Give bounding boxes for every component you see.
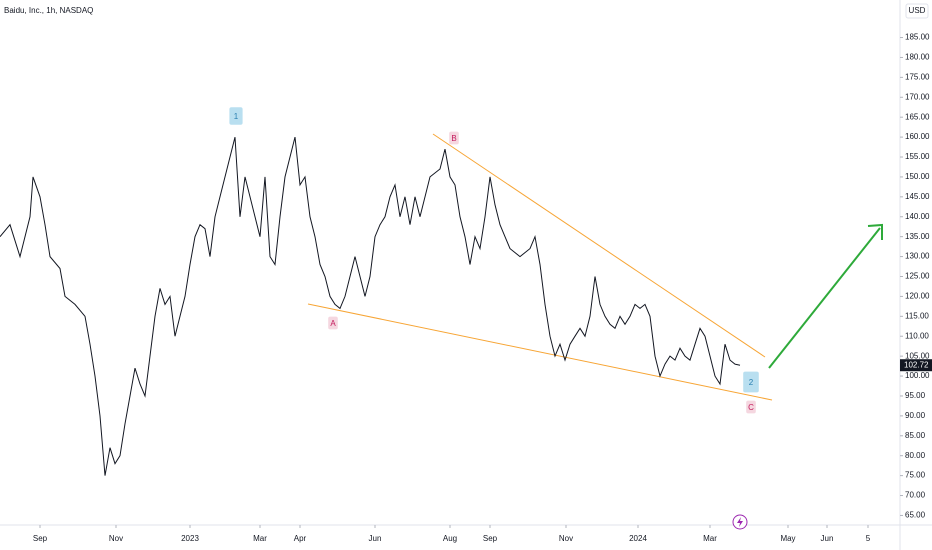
y-tick-label: 65.00 bbox=[905, 511, 926, 520]
x-tick-label: Jun bbox=[821, 534, 834, 543]
y-tick-label: 70.00 bbox=[905, 491, 926, 500]
y-tick-label: 75.00 bbox=[905, 471, 926, 480]
x-tick-label: Nov bbox=[109, 534, 123, 543]
last-price-box bbox=[900, 359, 932, 372]
wave-label: 2 bbox=[749, 378, 754, 387]
x-tick-label: Aug bbox=[443, 534, 457, 543]
x-tick-label: 2024 bbox=[629, 534, 647, 543]
x-tick-label: Mar bbox=[703, 534, 717, 543]
currency: USD bbox=[909, 6, 926, 15]
wave-label-box bbox=[746, 400, 756, 414]
y-tick-label: 160.00 bbox=[905, 132, 930, 141]
y-tick-label: 130.00 bbox=[905, 252, 930, 261]
y-tick-label: 180.00 bbox=[905, 53, 930, 62]
y-tick-label: 145.00 bbox=[905, 192, 930, 201]
chart-title: Baidu, Inc., 1h, NASDAQ bbox=[4, 6, 93, 15]
wave-label-box bbox=[743, 371, 759, 393]
y-tick-label: 135.00 bbox=[905, 232, 930, 241]
x-tick-label: Nov bbox=[559, 534, 573, 543]
x-tick-label: 2023 bbox=[181, 534, 199, 543]
y-tick-label: 165.00 bbox=[905, 112, 930, 121]
wave-label-box bbox=[449, 131, 459, 145]
y-tick-label: 110.00 bbox=[905, 331, 929, 340]
x-tick-label: Apr bbox=[294, 534, 307, 543]
y-tick-label: 170.00 bbox=[905, 92, 930, 101]
y-tick-label: 80.00 bbox=[905, 451, 926, 460]
wave-label: B bbox=[451, 134, 456, 143]
wave-label: C bbox=[748, 403, 754, 412]
x-tick-label: May bbox=[780, 534, 795, 543]
y-tick-label: 125.00 bbox=[905, 272, 930, 281]
wave-label-box bbox=[229, 107, 243, 125]
upper-trendline bbox=[432, 133, 766, 358]
lower-trendline bbox=[307, 303, 773, 401]
y-tick-label: 95.00 bbox=[905, 391, 926, 400]
y-tick-label: 90.00 bbox=[905, 411, 926, 420]
y-tick-label: 155.00 bbox=[905, 152, 930, 161]
x-tick-label: Mar bbox=[253, 534, 267, 543]
y-tick-label: 115.00 bbox=[905, 311, 929, 320]
event-bolt bbox=[737, 517, 743, 527]
price-line bbox=[0, 136, 741, 476]
wave-label-box bbox=[328, 316, 338, 330]
y-tick-label: 105.00 bbox=[905, 351, 930, 360]
projection-arrow bbox=[768, 227, 881, 369]
x-tick-label: Jun bbox=[369, 534, 382, 543]
wave-label: 1 bbox=[234, 112, 239, 121]
y-tick-label: 175.00 bbox=[905, 72, 930, 81]
x-tick-label: 5 bbox=[866, 534, 871, 543]
y-tick-label: 85.00 bbox=[905, 431, 926, 440]
y-tick-label: 100.00 bbox=[905, 371, 930, 380]
last-price-label: 102.72 bbox=[904, 360, 929, 369]
arrow-head bbox=[867, 223, 883, 240]
y-tick-label: 120.00 bbox=[905, 292, 930, 301]
currency-box bbox=[905, 3, 929, 19]
y-tick-label: 150.00 bbox=[905, 172, 930, 181]
y-tick-label: 185.00 bbox=[905, 33, 930, 42]
wave-label: A bbox=[330, 319, 336, 328]
y-tick-label: 140.00 bbox=[905, 212, 930, 221]
x-tick-label: Sep bbox=[483, 534, 498, 543]
x-tick-label: Sep bbox=[33, 534, 48, 543]
